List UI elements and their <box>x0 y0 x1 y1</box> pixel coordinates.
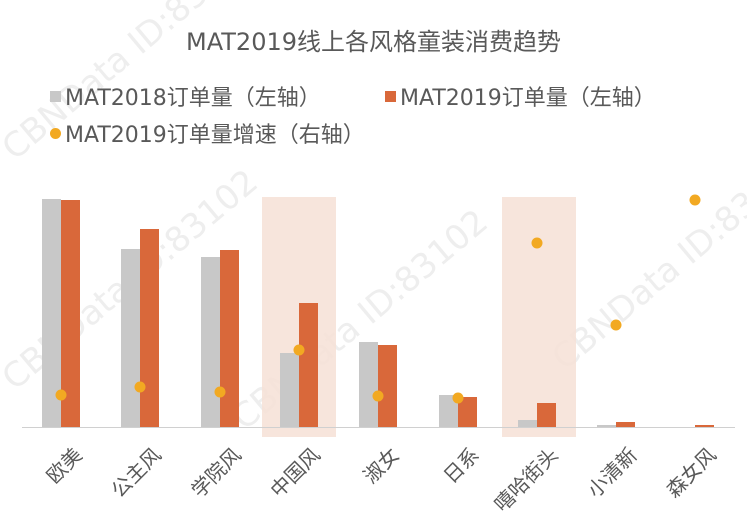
bar-2018 <box>517 420 537 427</box>
bar-2019 <box>61 200 80 427</box>
bar-2019 <box>140 229 160 427</box>
bar-2019 <box>616 422 636 427</box>
legend-label: MAT2018订单量（左轴） <box>65 86 321 111</box>
orange-square-icon <box>385 90 396 102</box>
legend-item-2018: MAT2018订单量（左轴） <box>50 80 321 112</box>
growth-point <box>610 319 622 331</box>
bar-2018 <box>359 342 379 427</box>
x-axis-label: 公主风 <box>106 442 167 503</box>
legend-item-growth: MAT2019订单量增速（右轴） <box>50 117 365 149</box>
x-axis-label: 中国风 <box>265 442 325 503</box>
bar-2019 <box>536 403 556 427</box>
x-axis-label: 森女风 <box>661 442 722 503</box>
x-axis-label: 欧美 <box>41 442 87 489</box>
x-axis-label: 嘻哈街头 <box>489 442 563 517</box>
growth-point <box>531 237 543 249</box>
growth-point <box>293 344 305 356</box>
bar-2018 <box>438 395 458 427</box>
growth-point <box>452 392 463 404</box>
bar-2018 <box>42 199 61 427</box>
gray-square-icon <box>50 90 61 102</box>
bar-2018 <box>279 353 299 427</box>
growth-point <box>134 381 146 393</box>
orange-dot-icon <box>50 127 61 139</box>
x-axis-label: 淑女 <box>358 442 405 489</box>
growth-point <box>689 194 701 206</box>
growth-point <box>55 389 67 401</box>
x-axis-label: 日系 <box>438 442 484 489</box>
legend-item-2019: MAT2019订单量（左轴） <box>385 80 656 112</box>
bar-2018 <box>200 257 220 427</box>
bar-2018 <box>597 425 617 427</box>
x-axis-label: 小清新 <box>582 442 642 503</box>
bar-2018 <box>121 249 141 427</box>
bar-2019 <box>695 425 715 427</box>
growth-point <box>372 390 384 402</box>
chart-title: MAT2019线上各风格童装消费趋势 <box>186 28 561 56</box>
legend-label: MAT2019订单量增速（右轴） <box>65 123 365 148</box>
legend-label: MAT2019订单量（左轴） <box>400 86 656 111</box>
bar-2019 <box>298 303 318 427</box>
bar-2019 <box>219 250 239 427</box>
highlight-band-hiphop <box>502 197 576 437</box>
bar-2019 <box>378 345 398 427</box>
bar-2019 <box>457 397 477 427</box>
x-axis-label: 学院风 <box>186 442 246 503</box>
growth-point <box>214 386 226 398</box>
x-axis-line <box>22 427 735 428</box>
